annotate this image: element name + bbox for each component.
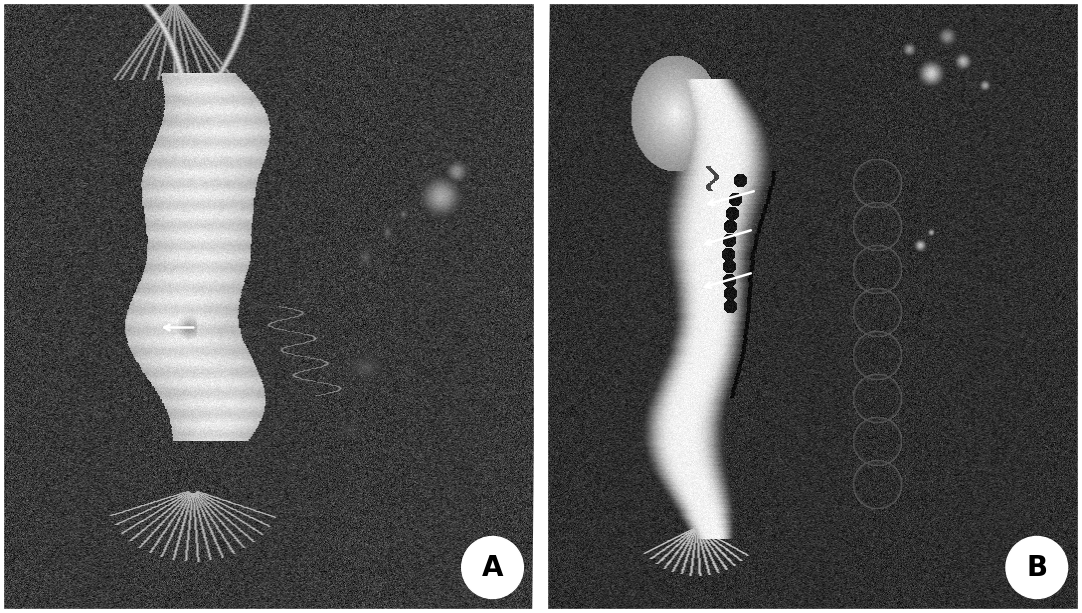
Text: A: A — [481, 554, 503, 582]
Circle shape — [462, 536, 524, 598]
Circle shape — [1006, 536, 1068, 598]
Text: B: B — [1026, 554, 1047, 582]
